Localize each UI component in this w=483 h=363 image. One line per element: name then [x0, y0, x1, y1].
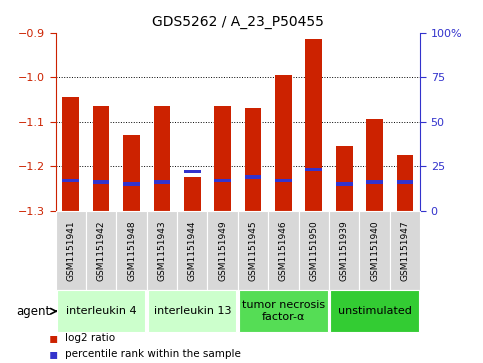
Bar — [93, 106, 110, 211]
Text: ▪: ▪ — [48, 331, 57, 344]
Text: ▪: ▪ — [48, 347, 57, 361]
Text: GSM1151946: GSM1151946 — [279, 220, 288, 281]
Text: tumor necrosis
factor-α: tumor necrosis factor-α — [242, 301, 325, 322]
Text: GSM1151945: GSM1151945 — [249, 220, 257, 281]
Bar — [154, 106, 170, 211]
Text: GSM1151942: GSM1151942 — [97, 220, 106, 281]
Bar — [62, 97, 79, 211]
Text: GSM1151949: GSM1151949 — [218, 220, 227, 281]
Bar — [123, 135, 140, 211]
Bar — [305, 39, 322, 211]
Text: agent: agent — [16, 305, 51, 318]
Bar — [366, 180, 383, 184]
Text: GSM1151944: GSM1151944 — [188, 220, 197, 281]
Bar — [275, 75, 292, 211]
Text: unstimulated: unstimulated — [338, 306, 412, 316]
Text: GSM1151939: GSM1151939 — [340, 220, 349, 281]
Bar — [214, 179, 231, 182]
Text: log2 ratio: log2 ratio — [65, 333, 115, 343]
Bar — [154, 180, 170, 184]
Bar — [62, 179, 79, 182]
Bar — [245, 108, 261, 211]
Text: GSM1151940: GSM1151940 — [370, 220, 379, 281]
Bar — [397, 180, 413, 184]
Title: GDS5262 / A_23_P50455: GDS5262 / A_23_P50455 — [152, 15, 324, 29]
Bar — [184, 177, 200, 211]
Bar — [366, 119, 383, 211]
Text: percentile rank within the sample: percentile rank within the sample — [65, 349, 241, 359]
Text: interleukin 4: interleukin 4 — [66, 306, 136, 316]
Text: interleukin 13: interleukin 13 — [154, 306, 231, 316]
Bar — [245, 175, 261, 179]
Bar — [123, 182, 140, 185]
Text: GSM1151943: GSM1151943 — [157, 220, 167, 281]
Text: GSM1151941: GSM1151941 — [66, 220, 75, 281]
Text: GSM1151948: GSM1151948 — [127, 220, 136, 281]
Bar — [275, 179, 292, 182]
Bar — [93, 180, 110, 184]
Bar — [397, 155, 413, 211]
Text: GSM1151950: GSM1151950 — [309, 220, 318, 281]
Text: GSM1151947: GSM1151947 — [400, 220, 410, 281]
Bar — [184, 170, 200, 173]
Bar — [214, 106, 231, 211]
Bar — [336, 182, 353, 185]
Bar — [336, 146, 353, 211]
Bar — [305, 168, 322, 171]
